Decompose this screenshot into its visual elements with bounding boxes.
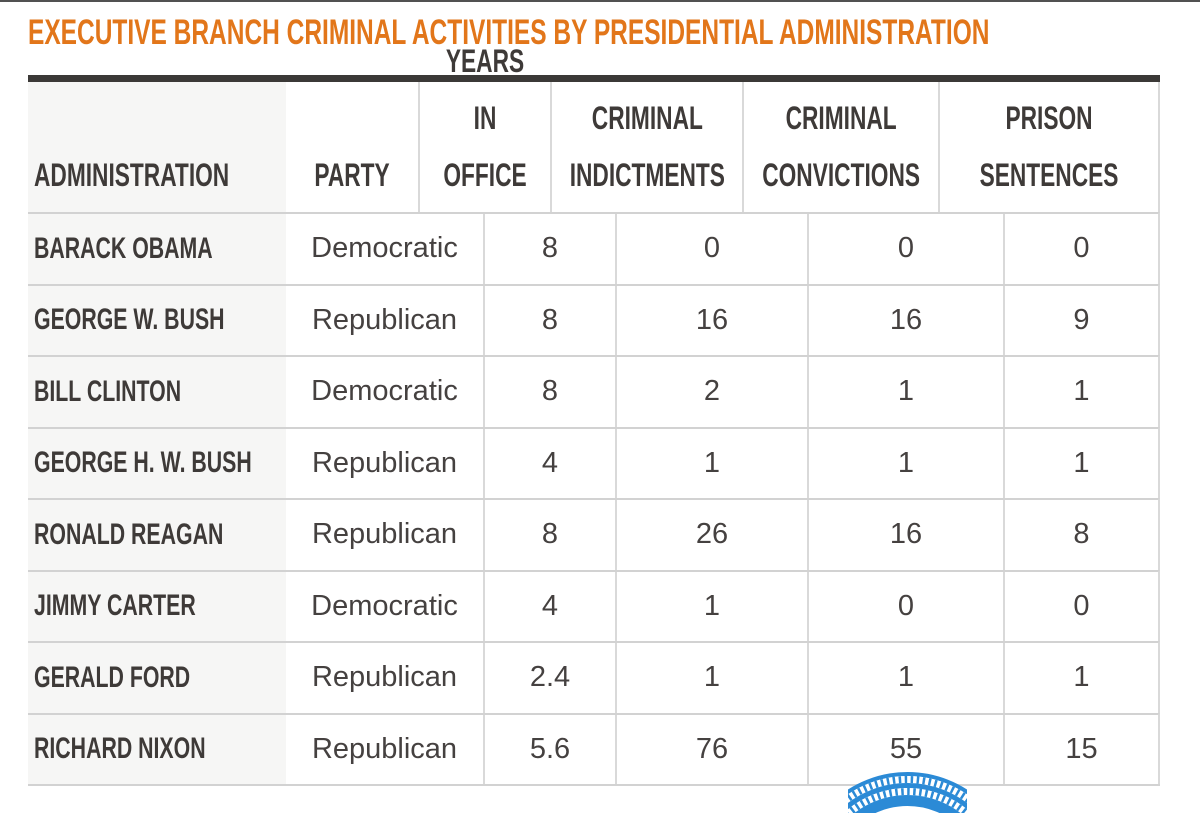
header-label: ADMINISTRATION: [34, 157, 230, 193]
cell-criminal-indictments: 0: [615, 214, 807, 284]
cell-years-in-office: 5.6: [483, 714, 615, 784]
header-label: PRISON SENTENCES: [979, 100, 1119, 193]
cell-criminal-convictions: 1: [807, 428, 1003, 498]
header-cell-party: PARTY: [286, 82, 418, 212]
page-title: EXECUTIVE BRANCH CRIMINAL ACTIVITIES BY …: [28, 12, 1200, 54]
cell-prison-sentences: 9: [1003, 285, 1158, 355]
cell-prison-sentences: 15: [1003, 714, 1158, 784]
cell-criminal-indictments: 1: [615, 571, 807, 641]
cell-prison-sentences: 8: [1003, 500, 1158, 570]
cell-administration: JIMMY CARTER: [28, 571, 286, 641]
header-label: YEARS IN OFFICE: [443, 43, 527, 193]
cell-criminal-convictions: 1: [807, 357, 1003, 427]
table-row: BARACK OBAMA Democratic 8 0 0 0: [28, 212, 1160, 284]
cell-party: Democratic: [311, 375, 458, 408]
cell-criminal-convictions: 55: [807, 714, 1003, 784]
header-label: CRIMINAL INDICTMENTS: [569, 100, 725, 193]
cell-prison-sentences: 1: [1003, 357, 1158, 427]
cell-party: Republican: [311, 661, 458, 694]
cell-years-in-office: 8: [483, 214, 615, 284]
cell-prison-sentences: 0: [1003, 214, 1158, 284]
cell-administration: RONALD REAGAN: [28, 500, 286, 570]
table-top-bar: [28, 75, 1160, 82]
cell-years-in-office: 2.4: [483, 643, 615, 713]
cell-administration: BARACK OBAMA: [28, 214, 286, 284]
table-row: BILL CLINTON Democratic 8 2 1 1: [28, 355, 1160, 427]
cell-party: Democratic: [311, 589, 458, 622]
table-row: JIMMY CARTER Democratic 4 1 0 0: [28, 569, 1160, 641]
header-cell-criminal-indictments: CRIMINAL INDICTMENTS: [550, 82, 742, 212]
cell-administration: GERALD FORD: [28, 643, 286, 713]
cell-criminal-convictions: 16: [807, 500, 1003, 570]
cell-party: Democratic: [311, 232, 458, 265]
cell-years-in-office: 8: [483, 357, 615, 427]
cell-years-in-office: 4: [483, 428, 615, 498]
cell-criminal-convictions: 0: [807, 214, 1003, 284]
blue-striped-arc-watermark-icon: [848, 772, 967, 813]
cell-party: Republican: [311, 732, 458, 765]
header-cell-prison-sentences: PRISON SENTENCES: [938, 82, 1158, 212]
cell-prison-sentences: 1: [1003, 643, 1158, 713]
cell-party: Republican: [311, 446, 458, 479]
page-title-text: EXECUTIVE BRANCH CRIMINAL ACTIVITIES BY …: [28, 13, 990, 52]
cell-criminal-indictments: 26: [615, 500, 807, 570]
header-label: CRIMINAL CONVICTIONS: [762, 100, 920, 193]
header-cell-administration: ADMINISTRATION: [28, 82, 286, 212]
header-cell-criminal-convictions: CRIMINAL CONVICTIONS: [742, 82, 938, 212]
table-row: RONALD REAGAN Republican 8 26 16 8: [28, 498, 1160, 570]
top-edge-line: [0, 0, 1200, 2]
cell-prison-sentences: 1: [1003, 428, 1158, 498]
cell-administration: RICHARD NIXON: [28, 714, 286, 784]
cell-prison-sentences: 0: [1003, 571, 1158, 641]
cell-administration: BILL CLINTON: [28, 357, 286, 427]
cell-criminal-indictments: 1: [615, 428, 807, 498]
cell-criminal-indictments: 1: [615, 643, 807, 713]
table-row: GEORGE H. W. BUSH Republican 4 1 1 1: [28, 426, 1160, 498]
cell-years-in-office: 8: [483, 500, 615, 570]
cell-criminal-indictments: 16: [615, 285, 807, 355]
cell-criminal-convictions: 16: [807, 285, 1003, 355]
table-row: RICHARD NIXON Republican 5.6 76 55 15: [28, 712, 1160, 784]
header-cell-years-in-office: YEARS IN OFFICE: [418, 43, 550, 212]
cell-criminal-indictments: 2: [615, 357, 807, 427]
cell-criminal-indictments: 76: [615, 714, 807, 784]
header-label: PARTY: [314, 157, 390, 193]
table-row: GERALD FORD Republican 2.4 1 1 1: [28, 641, 1160, 713]
cell-criminal-convictions: 0: [807, 571, 1003, 641]
cell-party: Republican: [311, 303, 458, 336]
cell-administration: GEORGE W. BUSH: [28, 285, 286, 355]
table-row: GEORGE W. BUSH Republican 8 16 16 9: [28, 283, 1160, 355]
data-table: ADMINISTRATION PARTY YEARS IN OFFICE CRI…: [28, 43, 1160, 786]
cell-administration: GEORGE H. W. BUSH: [28, 428, 286, 498]
table-header-row: ADMINISTRATION PARTY YEARS IN OFFICE CRI…: [28, 43, 1160, 212]
cell-years-in-office: 4: [483, 571, 615, 641]
cell-years-in-office: 8: [483, 285, 615, 355]
cell-criminal-convictions: 1: [807, 643, 1003, 713]
cell-party: Republican: [311, 518, 458, 551]
